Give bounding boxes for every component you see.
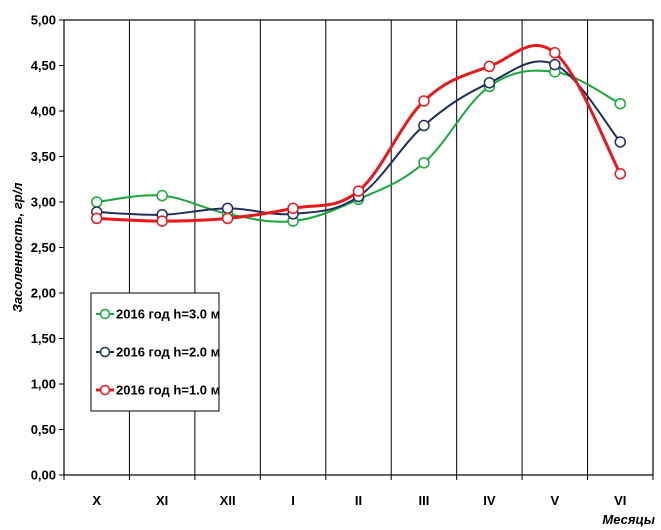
data-point <box>418 95 430 107</box>
x-tick-label: II <box>355 493 362 508</box>
x-axis-title: Месяцы <box>602 512 655 527</box>
data-point <box>156 189 168 202</box>
y-tick-label: 4,00 <box>31 104 56 119</box>
y-tick-label: 5,00 <box>31 13 56 28</box>
x-tick-label: VI <box>614 493 626 508</box>
legend-entry: 2016 год h=1.0 м <box>96 383 220 398</box>
data-point <box>287 202 299 215</box>
legend-entry: 2016 год h=3.0 м <box>96 307 220 322</box>
data-point <box>614 136 627 148</box>
y-tick-label: 0,50 <box>31 422 56 437</box>
legend-label: 2016 год h=1.0 м <box>116 383 220 398</box>
y-tick-label: 2,50 <box>31 240 56 255</box>
legend-marker <box>99 346 111 358</box>
data-point <box>614 97 627 110</box>
y-tick-label: 0,00 <box>31 468 56 483</box>
data-point <box>549 47 561 59</box>
y-tick-label: 3,00 <box>31 195 56 210</box>
x-axis-tick-labels: X XI XII I II III IV V VI <box>63 475 654 508</box>
data-point <box>221 212 234 225</box>
data-point <box>483 77 496 89</box>
series-3 <box>90 44 627 227</box>
y-axis-title: Засоленность, гр/л <box>10 183 25 313</box>
x-tick-label: XI <box>156 493 168 508</box>
data-point <box>90 196 103 208</box>
y-tick-label: 3,50 <box>31 149 56 164</box>
data-point <box>156 215 168 227</box>
legend: 2016 год h=3.0 м 2016 год h=2.0 м 2016 год… <box>90 292 220 412</box>
data-point <box>614 168 627 180</box>
legend-label: 2016 год h=3.0 м <box>116 307 220 322</box>
data-point <box>418 157 430 169</box>
y-tick-label: 2,00 <box>31 286 56 301</box>
x-tick-label: XII <box>220 493 236 508</box>
y-tick-label: 4,50 <box>31 58 56 73</box>
y-tick-label: 1,00 <box>31 377 56 392</box>
y-tick-label: 1,50 <box>31 331 56 346</box>
y-axis-tick-labels: 0,00 0,50 1,00 1,50 2,00 2,50 3,00 3,50 4,00 4,50… <box>31 13 64 483</box>
x-tick-label: X <box>92 493 101 508</box>
x-tick-label: I <box>291 493 295 508</box>
legend-marker <box>99 308 111 320</box>
data-point <box>418 119 430 132</box>
x-tick-label: III <box>419 493 430 508</box>
legend-entry: 2016 год h=2.0 м <box>96 345 220 360</box>
series-layer <box>90 44 627 227</box>
x-tick-label: V <box>550 493 559 508</box>
data-point <box>221 202 234 215</box>
data-point <box>352 185 365 197</box>
data-point <box>90 212 103 225</box>
x-tick-label: IV <box>483 493 496 508</box>
data-point <box>483 60 496 73</box>
legend-label: 2016 год h=2.0 м <box>116 345 220 360</box>
legend-marker <box>99 384 111 396</box>
data-point <box>549 58 561 71</box>
